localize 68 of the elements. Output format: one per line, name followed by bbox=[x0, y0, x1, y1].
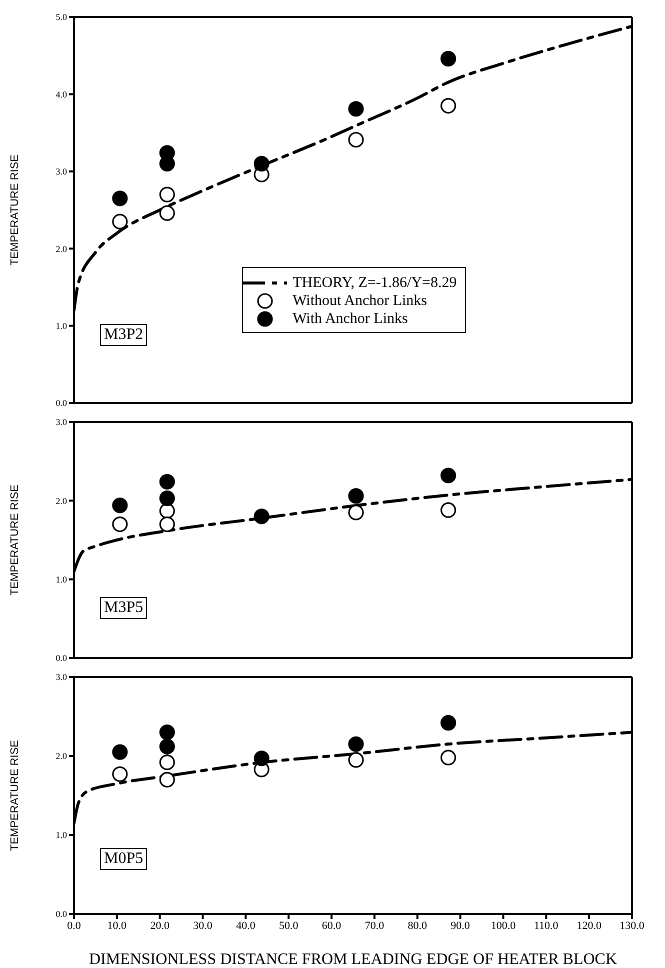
point bbox=[348, 752, 364, 768]
y-tick-label: 1.0 bbox=[56, 830, 68, 840]
y-tick-label: 1.0 bbox=[56, 574, 68, 585]
x-tick-label: 100.0 bbox=[490, 920, 516, 932]
point bbox=[159, 738, 175, 754]
x-tick-label: 70.0 bbox=[364, 920, 385, 932]
x-tick-label: 30.0 bbox=[193, 920, 213, 932]
y-tick-label: 5.0 bbox=[56, 12, 68, 22]
x-tick-label: 40.0 bbox=[236, 920, 256, 932]
x-tick-label: 60.0 bbox=[322, 920, 342, 932]
annotation: M0P5 bbox=[100, 848, 148, 870]
point bbox=[254, 508, 270, 524]
annotation: M3P5 bbox=[100, 597, 148, 620]
point bbox=[348, 101, 364, 117]
y-axis-title: TEMPERATURE RISE bbox=[8, 484, 21, 596]
x-tick-label: 130.0 bbox=[620, 920, 645, 932]
point bbox=[254, 156, 270, 172]
y-tick-label: 1.0 bbox=[56, 320, 68, 331]
y-tick-label: 2.0 bbox=[56, 751, 68, 762]
point bbox=[159, 754, 175, 770]
point bbox=[440, 50, 456, 66]
point bbox=[159, 490, 175, 506]
point bbox=[159, 772, 175, 788]
point bbox=[440, 750, 456, 766]
point bbox=[159, 205, 175, 221]
y-tick-label: 3.0 bbox=[56, 672, 68, 682]
x-tick-label: 0.0 bbox=[67, 920, 82, 932]
point bbox=[112, 190, 128, 206]
x-tick-label: 80.0 bbox=[408, 920, 428, 932]
legend-label: Without Anchor Links bbox=[292, 292, 428, 310]
y-tick-label: 0.0 bbox=[56, 398, 68, 408]
y-tick-label: 2.0 bbox=[56, 244, 68, 254]
x-tick-label: 90.0 bbox=[450, 920, 470, 932]
y-tick-label: 0.0 bbox=[56, 653, 68, 664]
x-axis-title: DIMENSIONLESS DISTANCE FROM LEADING EDGE OF HEATER BLOCK bbox=[88, 951, 618, 968]
point bbox=[159, 474, 175, 490]
point bbox=[112, 744, 128, 760]
point bbox=[112, 214, 128, 230]
annotation: M3P2 bbox=[100, 324, 148, 346]
point bbox=[254, 750, 270, 766]
point bbox=[440, 502, 456, 518]
y-axis-title: TEMPERATURE RISE bbox=[8, 154, 21, 266]
point bbox=[159, 186, 175, 202]
x-tick-label: 50.0 bbox=[278, 920, 299, 932]
x-tick-label: 120.0 bbox=[576, 920, 602, 932]
point bbox=[348, 736, 364, 752]
x-tick-label: 10.0 bbox=[107, 920, 128, 932]
point bbox=[440, 98, 456, 114]
point bbox=[159, 516, 175, 532]
y-tick-label: 3.0 bbox=[56, 166, 68, 177]
y-tick-label: 4.0 bbox=[56, 89, 68, 100]
y-tick-label: 3.0 bbox=[56, 417, 68, 428]
y-tick-label: 0.0 bbox=[56, 909, 68, 920]
point bbox=[348, 132, 364, 148]
point bbox=[348, 488, 364, 504]
y-axis-title: TEMPERATURE RISE bbox=[8, 740, 21, 852]
y-tick-label: 2.0 bbox=[56, 496, 68, 506]
point bbox=[159, 724, 175, 740]
point bbox=[440, 468, 456, 484]
point bbox=[348, 504, 364, 520]
point bbox=[440, 715, 456, 731]
point bbox=[112, 516, 128, 532]
x-tick-label: 20.0 bbox=[150, 920, 170, 932]
point bbox=[112, 766, 128, 782]
point bbox=[112, 498, 128, 514]
legend-label: With Anchor Links bbox=[292, 310, 408, 328]
x-tick-label: 110.0 bbox=[534, 920, 559, 932]
legend-label: THEORY, Z=-1.86/Y=8.29 bbox=[292, 274, 457, 292]
